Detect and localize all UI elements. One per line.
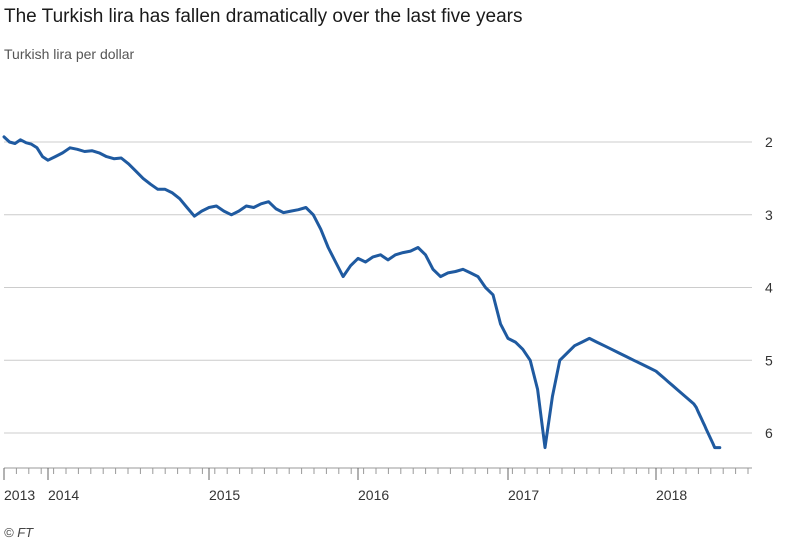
chart-title: The Turkish lira has fallen dramatically…	[4, 6, 523, 27]
x-tick-label: 2016	[358, 487, 389, 503]
x-tick-label: 2013	[4, 487, 35, 503]
x-tick-label: 2014	[48, 487, 79, 503]
x-tick-label: 2015	[209, 487, 240, 503]
y-tick-label: 6	[765, 425, 773, 441]
chart-subtitle: Turkish lira per dollar	[4, 46, 135, 62]
y-tick-label: 2	[765, 134, 773, 150]
source-credit: © FT	[4, 525, 34, 540]
series-line	[2, 135, 722, 450]
x-tick-label: 2018	[656, 487, 687, 503]
x-tick-label: 2017	[508, 487, 539, 503]
y-tick-label: 3	[765, 207, 773, 223]
y-tick-label: 4	[765, 280, 773, 296]
y-tick-label: 5	[765, 352, 773, 368]
